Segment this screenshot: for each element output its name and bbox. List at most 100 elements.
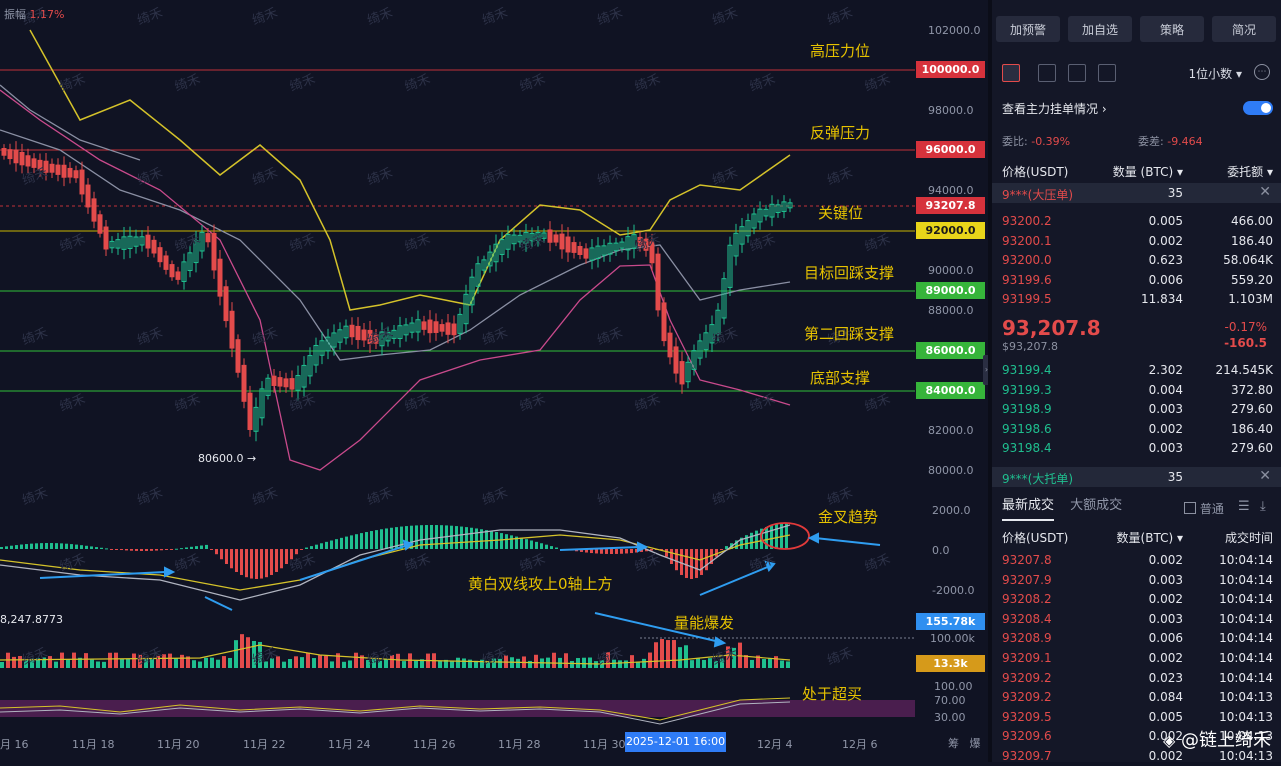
ask-row[interactable]: 93199.6 0.006 559.20 <box>992 270 1281 290</box>
chart-area[interactable]: 绮禾 绮禾 绮禾 绮禾 绮禾 绮禾 绮禾 绮禾 绮禾 绮禾 绮禾 绮禾 绮禾 绮禾 绮禾 绮禾 绮禾 绮禾 绮禾 绮禾… <box>0 0 990 762</box>
macd-bar <box>90 546 93 549</box>
decimals-select[interactable]: 1位小数 ▾ <box>1188 67 1242 81</box>
watermark-text: 绮禾 <box>710 326 740 349</box>
add-watchlist-button[interactable]: 加自选 <box>1068 16 1132 42</box>
candle-body <box>163 255 169 270</box>
macd-bar <box>550 546 553 549</box>
candle-body <box>619 241 625 249</box>
macd-bar <box>345 536 348 549</box>
ask-row[interactable]: 93200.2 0.005 466.00 <box>992 211 1281 231</box>
header-qty[interactable]: 数量 (BTC) ▾ <box>1112 165 1183 179</box>
big-buy-order-row[interactable]: 9***(大托单) 35 ✕ <box>992 467 1281 487</box>
macd-bar <box>610 549 613 554</box>
watermark-text: 绮禾 <box>863 552 893 575</box>
volume-bar <box>324 655 328 668</box>
trade-row[interactable]: 93209.7 0.002 10:04:13 <box>992 746 1281 766</box>
close-icon[interactable]: ✕ <box>1259 468 1271 484</box>
trade-row[interactable]: 93209.1 0.002 10:04:14 <box>992 648 1281 668</box>
ask-row[interactable]: 93199.5 11.834 1.103M <box>992 289 1281 309</box>
volume-bar <box>348 660 352 668</box>
price-cell: 93209.2 <box>1002 690 1052 705</box>
checkbox-icon[interactable] <box>1184 502 1196 514</box>
volume-bar <box>36 658 40 668</box>
macd-bar <box>295 549 298 555</box>
macd-bar <box>700 549 703 575</box>
volume-bar <box>666 640 670 668</box>
volume-bar <box>594 661 598 668</box>
macd-bar <box>180 548 183 550</box>
footer-icon-chips[interactable]: 筹 爆 <box>948 737 981 750</box>
volume-bar <box>42 657 46 668</box>
trade-row[interactable]: 93208.4 0.003 10:04:14 <box>992 609 1281 629</box>
ask-row[interactable]: 93200.0 0.623 58.064K <box>992 250 1281 270</box>
candle-body <box>337 329 343 343</box>
macd-bar <box>660 549 663 550</box>
candle-body <box>403 324 409 336</box>
bid-row[interactable]: 93198.9 0.003 279.60 <box>992 399 1281 419</box>
header-total[interactable]: 委托额 ▾ <box>1227 165 1273 179</box>
ask-row[interactable]: 93200.1 0.002 186.40 <box>992 231 1281 251</box>
qty-cell: 2.302 <box>1148 363 1183 377</box>
add-alert-button[interactable]: 加预警 <box>996 16 1060 42</box>
close-icon[interactable]: ✕ <box>1259 184 1271 200</box>
tab-latest-trades[interactable]: 最新成交 <box>1002 498 1055 521</box>
filter-icon[interactable]: ☰ <box>1238 499 1250 514</box>
view-both-icon[interactable] <box>1002 64 1020 82</box>
bid-row[interactable]: 93199.3 0.004 372.80 <box>992 380 1281 400</box>
trade-row[interactable]: 93207.8 0.002 10:04:14 <box>992 550 1281 570</box>
bid-row[interactable]: 93198.6 0.002 186.40 <box>992 419 1281 439</box>
main-order-toggle[interactable] <box>1243 101 1273 115</box>
bid-row[interactable]: 93199.4 2.302 214.545K <box>992 360 1281 380</box>
view-asks-icon[interactable] <box>1068 64 1086 82</box>
trade-row[interactable]: 93209.2 0.084 10:04:13 <box>992 687 1281 707</box>
bollinger-lower <box>0 89 791 471</box>
macd-bar <box>385 528 388 549</box>
tab-large-trades[interactable]: 大额成交 <box>1070 498 1123 513</box>
volume-bar <box>678 647 682 668</box>
main-order-link[interactable]: 查看主力挂单情况 › <box>1002 102 1107 116</box>
macd-bar <box>210 549 213 550</box>
strategy-button[interactable]: 策略 <box>1140 16 1204 42</box>
overview-button[interactable]: 简况 <box>1212 16 1276 42</box>
volume-bar <box>12 656 16 668</box>
bid-row[interactable]: 93198.4 0.003 279.60 <box>992 438 1281 458</box>
qty-cell: 0.004 <box>1148 382 1183 397</box>
watermark-text: 绮禾 <box>480 166 510 189</box>
macd-bar <box>125 549 128 551</box>
watermark-text: 绮禾 <box>825 646 855 669</box>
normal-filter[interactable]: 普通 <box>1184 500 1224 517</box>
watermark-text: 绮禾 <box>173 552 203 575</box>
trade-row[interactable]: 93208.2 0.002 10:04:14 <box>992 589 1281 609</box>
watermark-text: 绮禾 <box>633 72 663 95</box>
collapse-handle[interactable]: › <box>983 355 990 385</box>
price-cell: 93198.6 <box>1002 421 1052 436</box>
big-sell-order-row[interactable]: 9***(大压单) 35 ✕ <box>992 183 1281 203</box>
macd-bar <box>410 525 413 549</box>
macd-bar <box>190 546 193 549</box>
price-cell: 93198.4 <box>1002 441 1052 456</box>
candle-body <box>433 321 439 333</box>
volume-bar <box>480 659 484 668</box>
bollinger-middle <box>0 129 791 361</box>
candle-body <box>739 226 745 245</box>
date-axis-label: 11月 20 <box>157 738 200 751</box>
depth-chart-icon[interactable] <box>1098 64 1116 82</box>
trade-row[interactable]: 93209.2 0.023 10:04:14 <box>992 668 1281 688</box>
trade-row[interactable]: 93209.6 0.002 10:04:13 <box>992 726 1281 746</box>
view-bids-icon[interactable] <box>1038 64 1056 82</box>
trade-row[interactable]: 93208.9 0.006 10:04:14 <box>992 628 1281 648</box>
collapse-icon[interactable]: ⤓ <box>1260 499 1266 514</box>
macd-bar <box>160 549 163 551</box>
price-cell: 93207.9 <box>1002 572 1052 587</box>
volume-bar <box>498 658 502 668</box>
watermark-text: 绮禾 <box>403 552 433 575</box>
more-options-icon[interactable]: ⋯ <box>1254 64 1270 80</box>
macd-bar <box>340 537 343 549</box>
trade-row[interactable]: 93209.5 0.005 10:04:13 <box>992 707 1281 727</box>
candle-body <box>265 377 271 396</box>
volume-bar <box>60 652 64 668</box>
candle-body <box>139 236 145 246</box>
trade-row[interactable]: 93207.9 0.003 10:04:14 <box>992 570 1281 590</box>
candle-body <box>469 276 475 306</box>
